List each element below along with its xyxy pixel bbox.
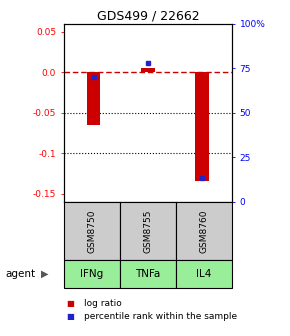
Text: agent: agent [6,269,36,279]
Bar [141,68,155,72]
Text: IL4: IL4 [196,269,212,279]
Text: IFNg: IFNg [80,269,104,279]
Bar [195,72,209,181]
Text: GSM8755: GSM8755 [143,209,153,253]
Text: GSM8760: GSM8760 [200,209,209,253]
Text: percentile rank within the sample: percentile rank within the sample [84,312,237,321]
Text: TNFa: TNFa [135,269,161,279]
Text: ▶: ▶ [41,269,49,279]
Text: ■: ■ [67,299,75,307]
Text: log ratio: log ratio [84,299,122,307]
Text: GSM8750: GSM8750 [87,209,96,253]
Title: GDS499 / 22662: GDS499 / 22662 [97,9,199,23]
Text: ■: ■ [67,312,75,321]
Bar [87,72,100,125]
